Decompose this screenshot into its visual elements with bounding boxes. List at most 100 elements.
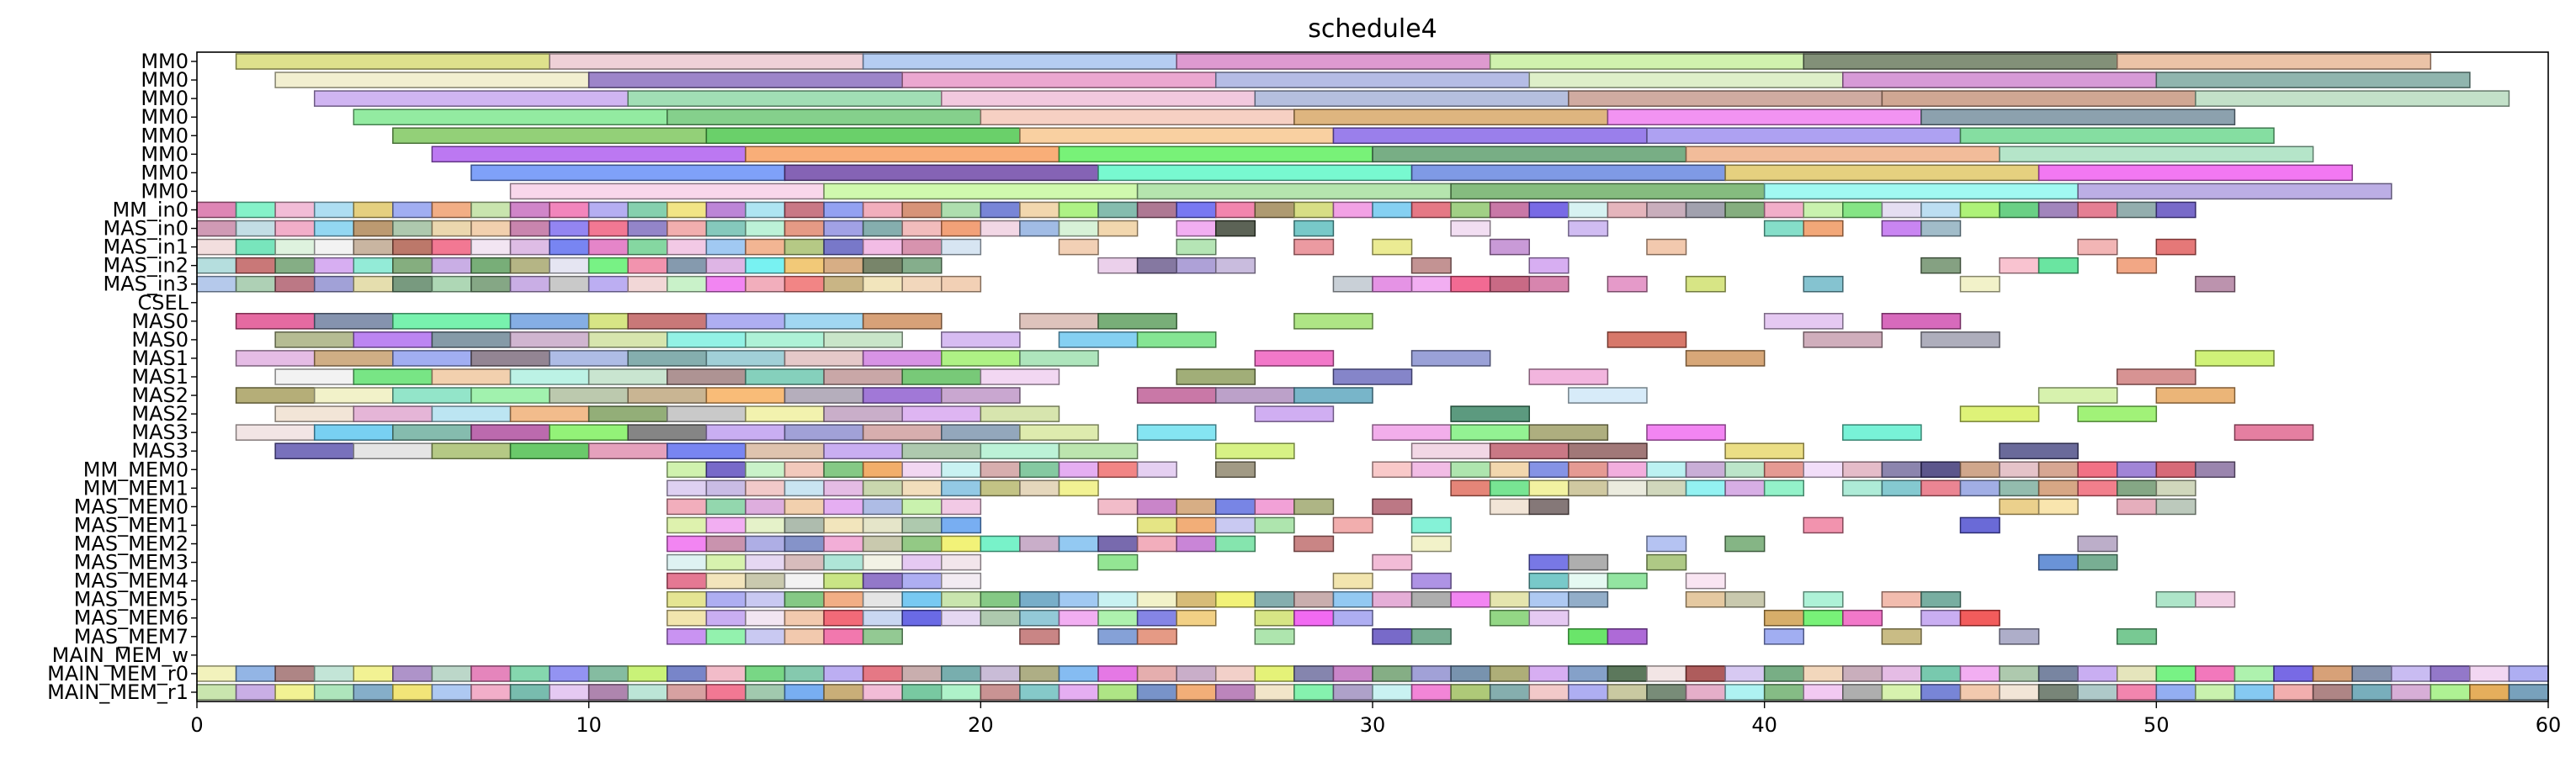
task-bar: [1528, 71, 1844, 88]
task-bar: [431, 665, 472, 682]
task-bar: [1763, 628, 1804, 645]
task-bar: [667, 238, 708, 256]
task-bar: [470, 665, 512, 682]
task-bar: [2155, 479, 2196, 497]
task-bar: [470, 164, 786, 182]
task-bar: [1959, 609, 2000, 627]
task-bar: [1568, 461, 1609, 479]
task-bar: [1097, 164, 1413, 182]
task-bar: [980, 590, 1021, 608]
task-bar: [667, 331, 746, 348]
task-bar: [941, 461, 982, 479]
task-bar: [941, 572, 982, 590]
task-bar: [627, 684, 668, 701]
task-bar: [783, 387, 864, 404]
task-bar: [353, 405, 433, 422]
task-bar: [745, 684, 786, 701]
task-bar: [1568, 220, 1609, 237]
task-bar: [1724, 535, 1766, 553]
task-bar: [353, 257, 394, 274]
task-bar: [1959, 516, 2000, 534]
x-tick-label: 10: [576, 713, 602, 737]
task-bar: [1293, 220, 1335, 237]
task-bar: [980, 201, 1021, 219]
task-bar: [1803, 590, 1844, 608]
task-bar: [587, 442, 668, 460]
task-bar: [1136, 684, 1177, 701]
task-bar: [1724, 479, 1766, 497]
task-bar: [627, 275, 668, 293]
task-bar: [783, 164, 1099, 182]
y-axis-labels: MM0MM0MM0MM0MM0MM0MM0MM0MM_in0MAS_in0MAS…: [47, 50, 197, 704]
task-bar: [1176, 257, 1217, 274]
task-bar: [2117, 684, 2158, 701]
task-bar: [667, 368, 746, 385]
task-bar: [1410, 516, 1452, 534]
y-tick-label: MM0: [141, 142, 189, 166]
task-bar: [1685, 590, 1726, 608]
task-bar: [470, 238, 512, 256]
task-bar: [705, 479, 746, 497]
task-bar: [1410, 201, 1452, 219]
task-bar: [823, 201, 864, 219]
task-bar: [1763, 684, 1804, 701]
task-bar: [1528, 498, 1570, 516]
x-tick-label: 40: [1751, 713, 1777, 737]
task-bar: [1254, 516, 1295, 534]
y-tick-label: MAS_MEM1: [74, 513, 189, 537]
task-bar: [705, 535, 746, 553]
task-bar: [627, 257, 668, 274]
task-bar: [2117, 665, 2158, 682]
task-bar: [1332, 275, 1373, 293]
task-bar: [2117, 628, 2158, 645]
task-bar: [2233, 424, 2314, 441]
task-bar: [2077, 553, 2118, 571]
task-bar: [1959, 201, 2000, 219]
y-tick-label: MAS_MEM2: [74, 532, 189, 556]
task-bar: [862, 387, 943, 404]
task-bar: [745, 146, 1060, 163]
task-bar: [1920, 461, 1962, 479]
task-bar: [1176, 665, 1217, 682]
task-bar: [509, 684, 550, 701]
task-bar: [2117, 201, 2158, 219]
y-tick-label: MM0: [141, 179, 189, 203]
task-bar: [862, 535, 903, 553]
x-tick-label: 20: [968, 713, 994, 737]
task-bar: [1097, 461, 1139, 479]
task-bar: [862, 313, 943, 330]
task-bar: [1254, 405, 1335, 422]
task-bar: [1410, 164, 1726, 182]
task-bar: [2155, 387, 2236, 404]
y-tick-label: MAS_in3: [103, 273, 189, 296]
task-bar: [823, 516, 864, 534]
task-bar: [1607, 109, 1922, 125]
task-bar: [2077, 535, 2118, 553]
task-bar: [1685, 665, 1726, 682]
task-bar: [783, 609, 825, 627]
task-bar: [1646, 238, 1687, 256]
task-bar: [431, 146, 746, 163]
task-bar: [627, 665, 668, 682]
y-tick-label: MM0: [141, 105, 189, 129]
task-bar: [1920, 590, 1962, 608]
task-bar: [313, 424, 394, 441]
task-bar: [470, 201, 512, 219]
task-bar: [313, 313, 394, 330]
task-bar: [2390, 684, 2432, 701]
task-bar: [1489, 684, 1531, 701]
y-tick-label: MAS_MEM0: [74, 495, 189, 518]
task-bar: [1842, 461, 1883, 479]
task-bar: [1176, 535, 1217, 553]
task-bar: [941, 479, 982, 497]
task-bar: [705, 387, 786, 404]
task-bar: [2508, 665, 2549, 682]
task-bar: [313, 220, 355, 237]
task-bar: [823, 238, 864, 256]
task-bar: [2077, 201, 2118, 219]
task-bar: [783, 257, 825, 274]
task-bar: [1332, 516, 1373, 534]
task-bar: [1136, 665, 1177, 682]
task-bar: [1293, 201, 1335, 219]
task-bar: [1528, 684, 1570, 701]
